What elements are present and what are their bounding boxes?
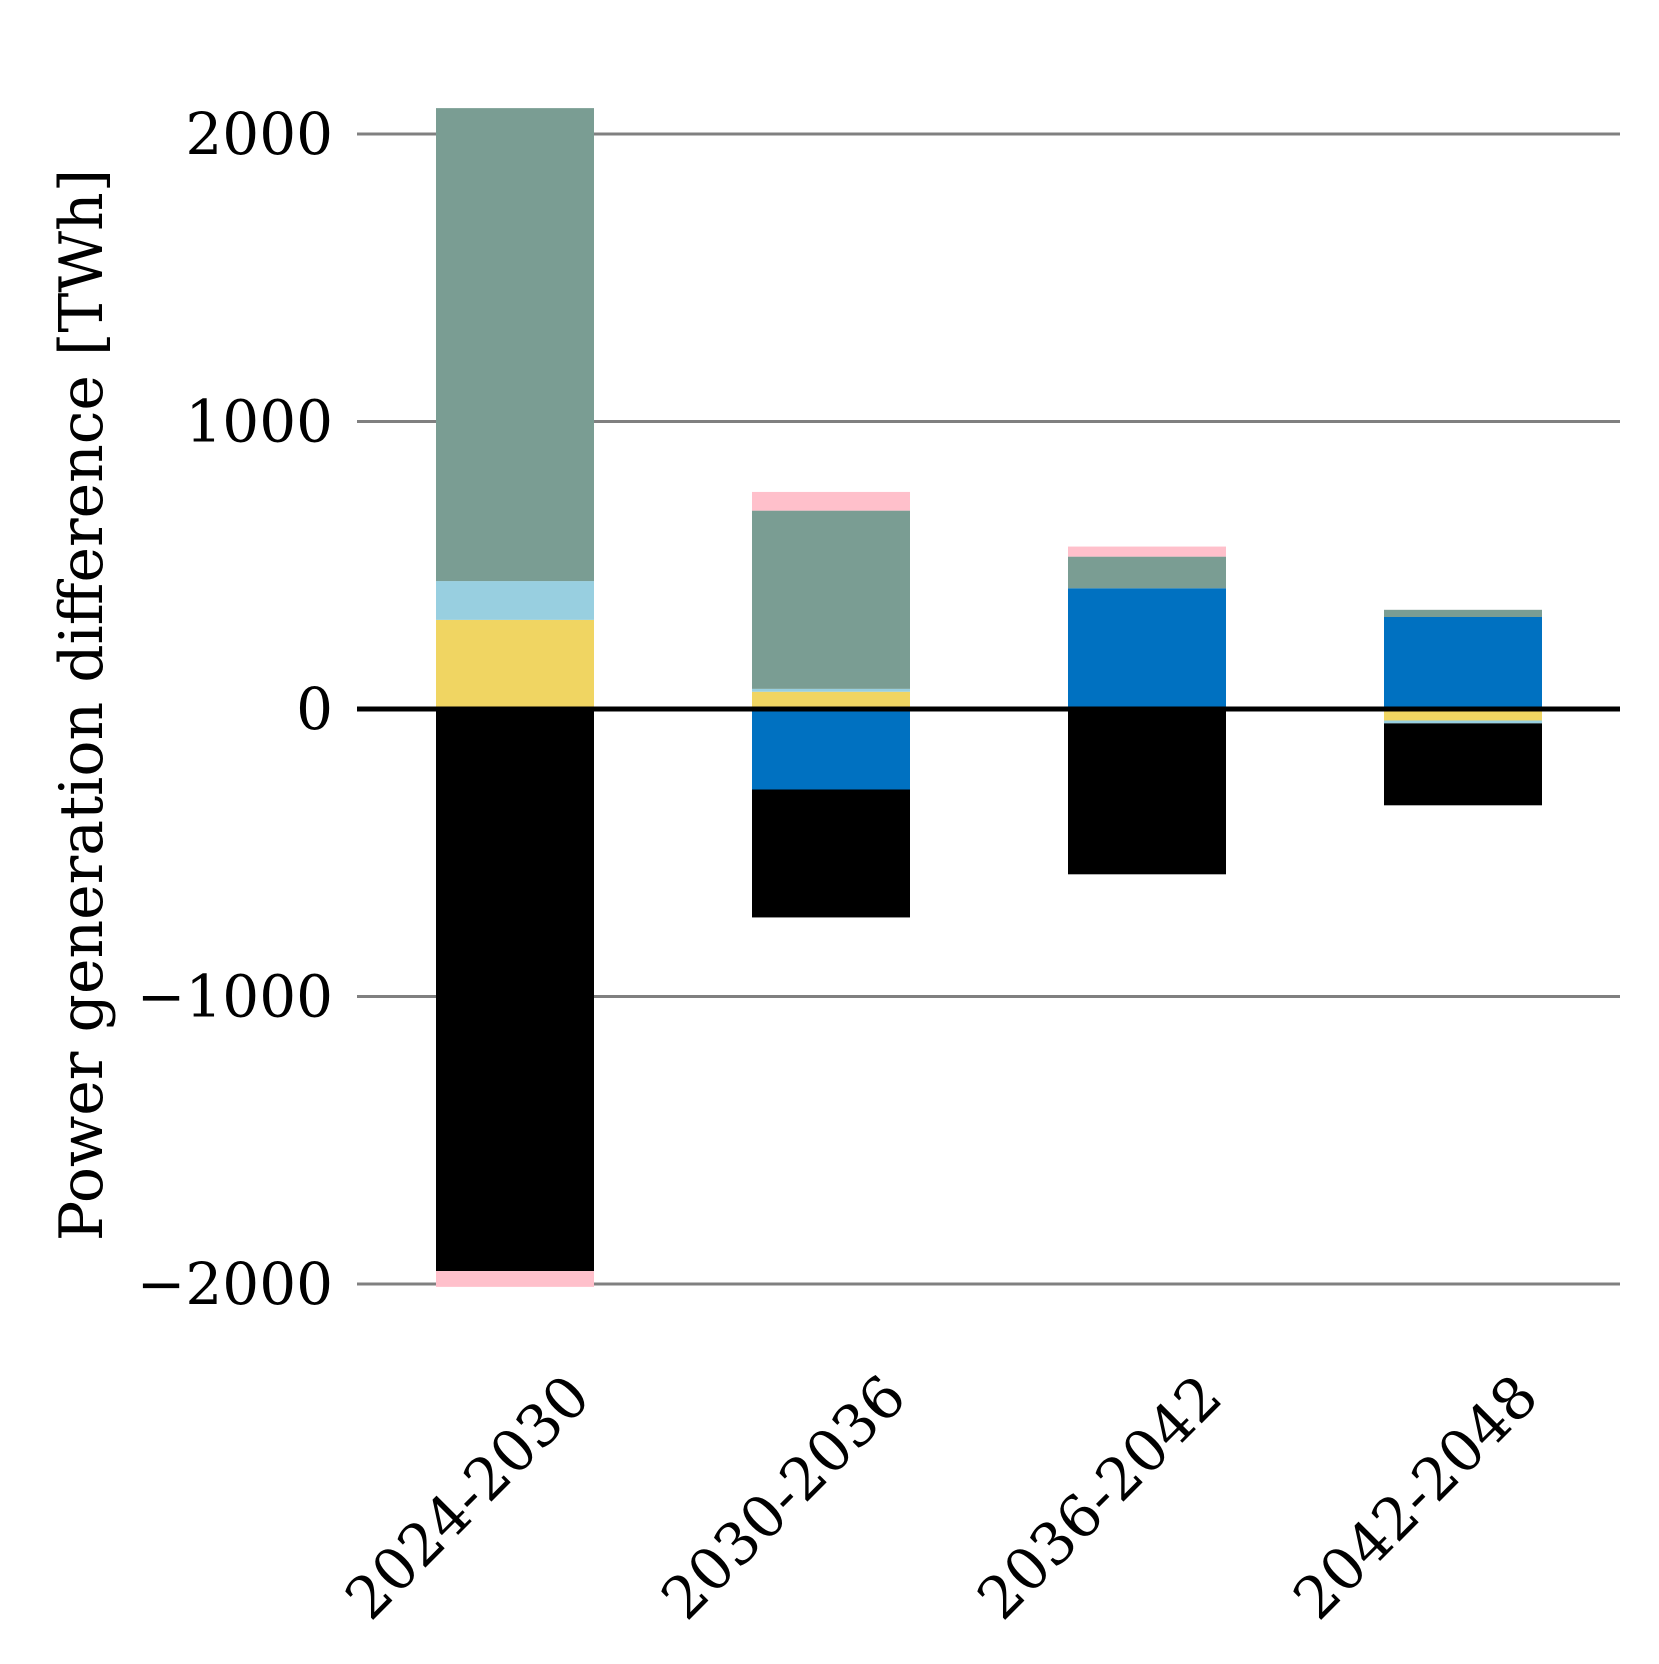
y-tick-label: 2000 (185, 100, 333, 168)
x-tick-label: 2030-2036 (648, 1362, 919, 1633)
bar-segment (1384, 617, 1542, 709)
bar-segment (1068, 588, 1226, 709)
bar-segment (752, 789, 910, 918)
bar-segment (1384, 709, 1542, 721)
bar-segment (752, 709, 910, 790)
y-tick-label: −2000 (137, 1250, 333, 1318)
y-axis-label: Power generation difference [TWh] (47, 169, 117, 1241)
bar-segment (436, 1271, 594, 1287)
y-tick-labels: −2000 −1000 0 1000 2000 (137, 100, 333, 1318)
bar-segment (752, 510, 910, 689)
bar-segment (436, 619, 594, 709)
bar-segment (1068, 556, 1226, 589)
bar-layer (436, 108, 1542, 1287)
bar-segment (436, 581, 594, 620)
bar-segment (1384, 723, 1542, 806)
x-tick-label: 2036-2042 (964, 1362, 1235, 1633)
y-tick-label: 1000 (185, 388, 333, 456)
y-tick-label: 0 (296, 675, 333, 743)
bar-segment (752, 688, 910, 692)
bar-segment (1384, 609, 1542, 617)
x-tick-labels: 2024-2030 2030-2036 2036-2042 2042-2048 (332, 1362, 1551, 1633)
y-tick-label: −1000 (137, 963, 333, 1031)
bar-segment (436, 108, 594, 582)
x-tick-label: 2042-2048 (1280, 1362, 1551, 1633)
bar-segment (1068, 546, 1226, 557)
bar-segment (1384, 720, 1542, 724)
bar-segment (1068, 709, 1226, 875)
bar-segment (752, 491, 910, 511)
bar-segment (436, 709, 594, 1272)
bar-segment (752, 691, 910, 709)
x-tick-label: 2024-2030 (332, 1362, 603, 1633)
